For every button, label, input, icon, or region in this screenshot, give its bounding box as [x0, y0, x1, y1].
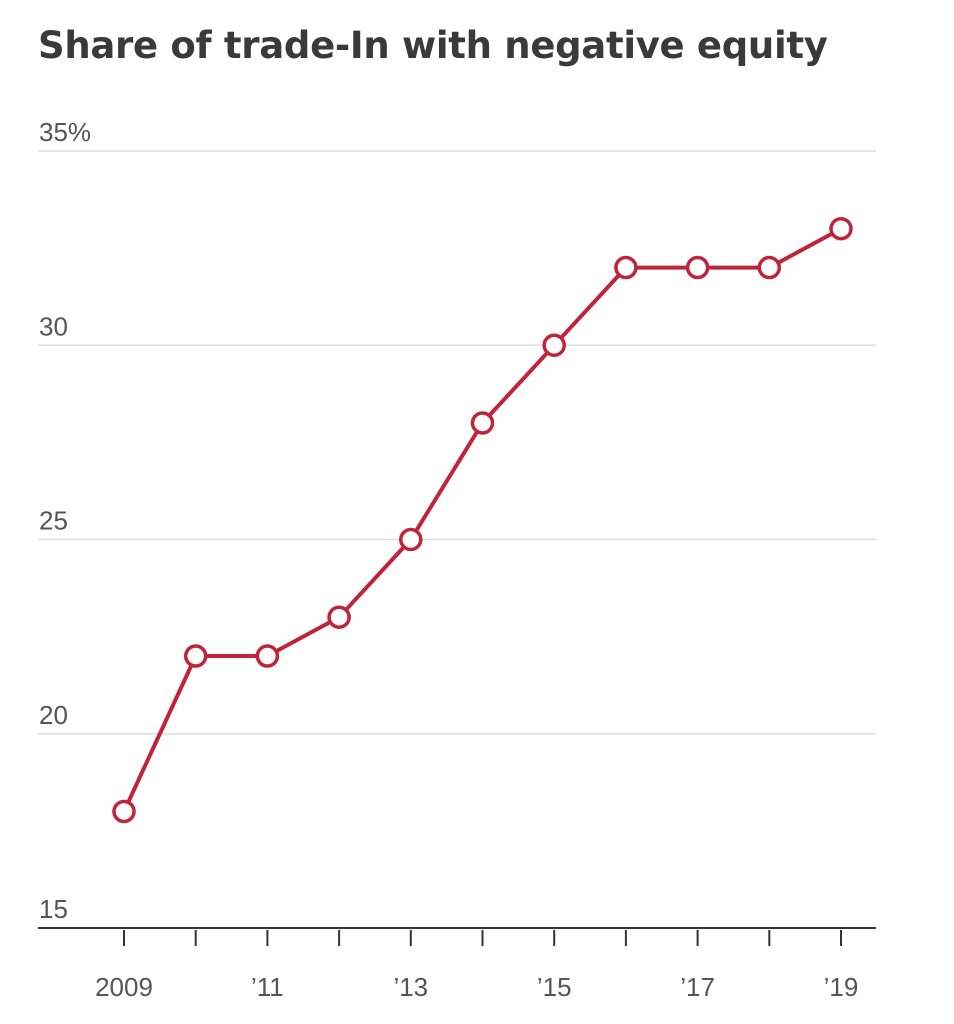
x-axis	[38, 927, 876, 946]
x-tick-label: 2009	[95, 972, 153, 1002]
data-point-2019	[829, 216, 853, 241]
data-point-2012	[327, 605, 351, 629]
data-point-2016	[614, 255, 638, 280]
series-layer	[112, 216, 853, 824]
y-tick-label: 30	[39, 311, 68, 341]
data-point-2009	[112, 799, 136, 824]
chart-title: Share of trade-In with negative equity	[38, 24, 828, 67]
series-line	[122, 226, 842, 813]
data-point-2015	[542, 333, 566, 357]
y-tick-label: 35%	[39, 117, 91, 147]
data-point-2010	[183, 644, 208, 668]
x-axis-labels: 2009 ’11 ’13 ’15 ’17 ’19	[95, 972, 858, 1002]
data-point-2018	[757, 255, 782, 280]
x-tick-label: ’17	[680, 972, 715, 1002]
x-tick-label: ’13	[393, 972, 428, 1002]
x-tick-label: ’15	[537, 972, 572, 1002]
data-point-2017	[685, 255, 710, 280]
x-tick-label: ’11	[251, 972, 284, 1002]
y-tick-label: 20	[39, 700, 68, 730]
data-point-2014	[470, 411, 495, 435]
y-tick-label: 25	[39, 506, 68, 536]
data-point-2013	[399, 527, 423, 552]
x-tick-label: ’19	[824, 972, 859, 1002]
data-point-2011	[255, 644, 280, 668]
y-axis-labels: 15 20 25 30 35%	[39, 117, 91, 924]
gridlines	[38, 150, 876, 735]
y-tick-label: 15	[39, 894, 68, 924]
